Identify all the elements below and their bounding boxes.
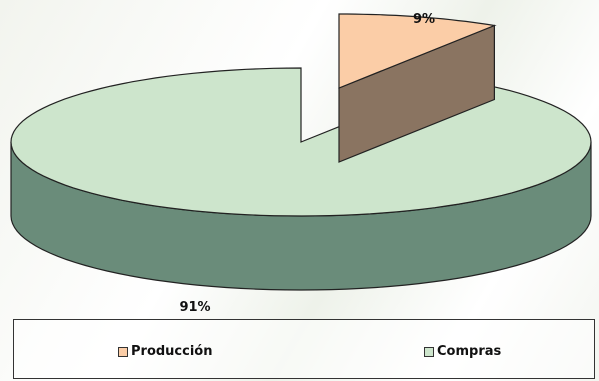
slice-compras (10, 67, 592, 217)
legend-label-compras: Compras (437, 344, 502, 359)
legend-label-produccion: Producción (131, 344, 213, 359)
data-label-produccion: 9% (413, 12, 435, 27)
data-label-compras: 91% (179, 300, 210, 315)
chart-legend: Producción Compras (13, 319, 595, 379)
legend-swatch-produccion (118, 346, 128, 357)
legend-item-produccion: Producción (118, 344, 213, 359)
legend-swatch-compras (424, 346, 434, 357)
slice-produccion (338, 13, 497, 89)
legend-item-compras: Compras (424, 344, 501, 359)
